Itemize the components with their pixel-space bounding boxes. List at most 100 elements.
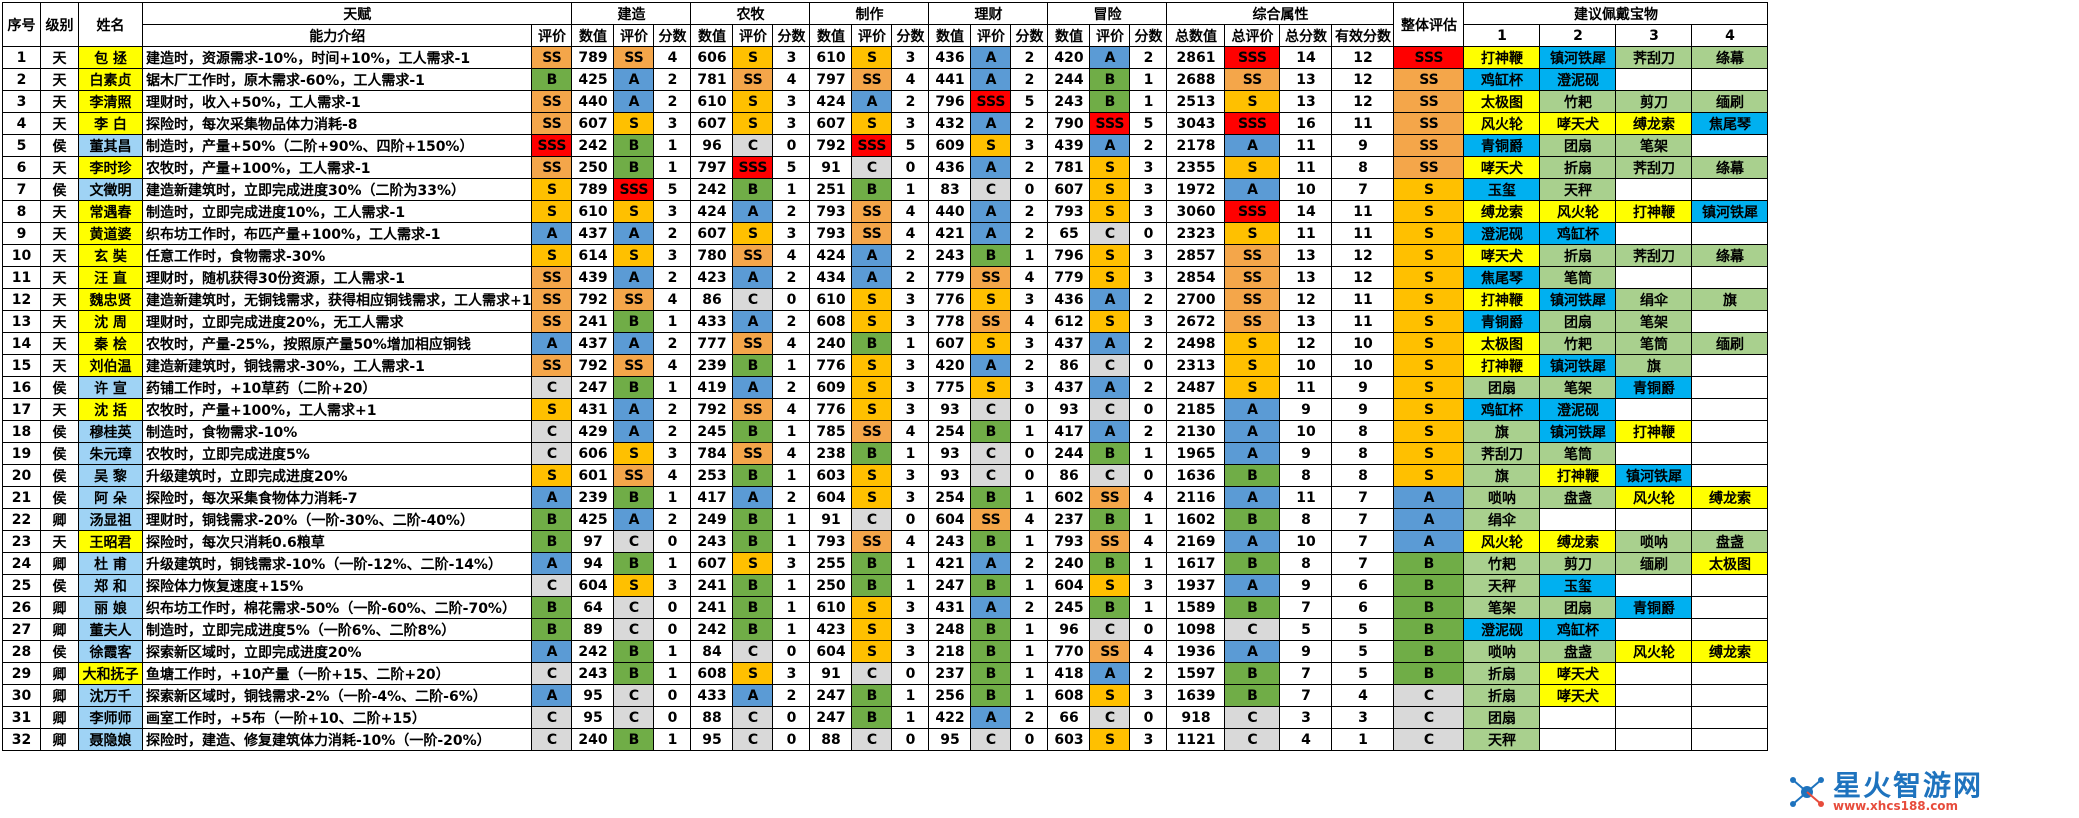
cell-overall: S xyxy=(1393,310,1465,333)
cell-effective-score: 5 xyxy=(1331,640,1395,663)
cell-make-rating: B xyxy=(851,552,893,575)
cell-total-rating: SS xyxy=(1224,68,1281,91)
cell-make-value: 424 xyxy=(809,90,853,113)
cell-build-score: 2 xyxy=(653,222,692,245)
cell-treasure-1: 旗 xyxy=(1463,464,1541,487)
cell-treasure-1: 青铜爵 xyxy=(1463,134,1541,157)
cell-finance-value: 441 xyxy=(928,68,972,91)
cell-effective-score: 8 xyxy=(1331,420,1395,443)
cell-farm-value: 606 xyxy=(690,46,734,69)
cell-total-value: 2116 xyxy=(1166,486,1226,509)
cell-adventure-value: 436 xyxy=(1047,288,1091,311)
cell-adventure-rating: S xyxy=(1089,200,1131,223)
cell-seq: 23 xyxy=(2,530,41,553)
cell-level: 卿 xyxy=(40,662,79,685)
cell-treasure-1: 焦尾琴 xyxy=(1463,266,1541,289)
cell-treasure-1: 鸡缸杯 xyxy=(1463,398,1541,421)
cell-treasure-4: 太极图 xyxy=(1691,552,1769,575)
cell-treasure-4 xyxy=(1691,354,1769,377)
cell-overall: A xyxy=(1393,508,1465,531)
cell-farm-score: 1 xyxy=(772,618,811,641)
cell-farm-rating: B xyxy=(732,420,774,443)
cell-make-score: 3 xyxy=(891,354,930,377)
cell-total-value: 1121 xyxy=(1166,728,1226,751)
cell-overall: S xyxy=(1393,420,1465,443)
cell-talent-rating: C xyxy=(531,420,573,443)
cell-build-score: 2 xyxy=(653,398,692,421)
cell-make-value: 88 xyxy=(809,728,853,751)
cell-build-value: 607 xyxy=(571,112,615,135)
cell-adventure-rating: B xyxy=(1089,442,1131,465)
cell-farm-value: 424 xyxy=(690,200,734,223)
cell-make-rating: B xyxy=(851,706,893,729)
cell-name: 常遇春 xyxy=(78,200,143,223)
cell-build-value: 243 xyxy=(571,662,615,685)
header-effective-score: 有效分数 xyxy=(1331,24,1395,47)
cell-treasure-1: 太极图 xyxy=(1463,332,1541,355)
cell-total-rating: B xyxy=(1224,596,1281,619)
cell-adventure-value: 86 xyxy=(1047,354,1091,377)
cell-adventure-rating: B xyxy=(1089,90,1131,113)
cell-make-value: 776 xyxy=(809,354,853,377)
cell-name: 郑 和 xyxy=(78,574,143,597)
cell-adventure-score: 0 xyxy=(1129,222,1168,245)
cell-finance-rating: C xyxy=(970,442,1012,465)
cell-build-value: 437 xyxy=(571,332,615,355)
cell-adventure-score: 2 xyxy=(1129,134,1168,157)
cell-farm-value: 95 xyxy=(690,728,734,751)
cell-adventure-rating: SS xyxy=(1089,530,1131,553)
cell-build-value: 429 xyxy=(571,420,615,443)
cell-adventure-value: 420 xyxy=(1047,46,1091,69)
cell-total-value: 1936 xyxy=(1166,640,1226,663)
cell-farm-score: 0 xyxy=(772,706,811,729)
cell-build-score: 3 xyxy=(653,200,692,223)
table-row: 22 卿汤显祖 理财时，铜钱需求-20%（一阶-30%、二阶-40%） B 425 A 2 2… xyxy=(2,508,1769,531)
cell-treasure-1: 团扇 xyxy=(1463,706,1541,729)
cell-total-score: 3 xyxy=(1279,706,1333,729)
header-make-rating: 评价 xyxy=(851,24,893,47)
cell-talent-rating: A xyxy=(531,684,573,707)
cell-treasure-2 xyxy=(1539,728,1617,751)
cell-build-value: 95 xyxy=(571,684,615,707)
cell-seq: 8 xyxy=(2,200,41,223)
cell-build-value: 242 xyxy=(571,640,615,663)
cell-total-value: 1098 xyxy=(1166,618,1226,641)
cell-level: 侯 xyxy=(40,376,79,399)
table-row: 2 天白素贞 锯木厂工作时，原木需求-60%，工人需求-1 B 425 A 2 781 SS 4 7… xyxy=(2,68,1769,91)
table-row: 31 卿李师师 画室工作时，+5布（一阶+10、二阶+15） C 95 C 0 88 C 0 247… xyxy=(2,706,1769,729)
cell-overall: A xyxy=(1393,530,1465,553)
cell-total-rating: B xyxy=(1224,662,1281,685)
cell-effective-score: 7 xyxy=(1331,508,1395,531)
cell-ability: 锯木厂工作时，原木需求-60%，工人需求-1 xyxy=(141,68,533,91)
cell-talent-rating: SS xyxy=(531,90,573,113)
cell-adventure-rating: SS xyxy=(1089,640,1131,663)
cell-level: 侯 xyxy=(40,574,79,597)
cell-adventure-score: 1 xyxy=(1129,508,1168,531)
cell-make-score: 4 xyxy=(891,68,930,91)
site-watermark: 星火智游网 www.xhcs188.com xyxy=(1783,770,2075,814)
cell-adventure-rating: S xyxy=(1089,684,1131,707)
cell-ability: 任意工作时，食物需求-30% xyxy=(141,244,533,267)
cell-treasure-3: 剪刀 xyxy=(1615,90,1693,113)
cell-farm-score: 3 xyxy=(772,222,811,245)
cell-overall: SS xyxy=(1393,112,1465,135)
cell-treasure-1: 折扇 xyxy=(1463,684,1541,707)
cell-treasure-2: 澄泥砚 xyxy=(1539,398,1617,421)
cell-build-score: 1 xyxy=(653,134,692,157)
cell-farm-rating: S xyxy=(732,90,774,113)
cell-farm-score: 2 xyxy=(772,310,811,333)
cell-treasure-4 xyxy=(1691,134,1769,157)
cell-farm-score: 2 xyxy=(772,200,811,223)
cell-finance-rating: SS xyxy=(970,266,1012,289)
cell-treasure-1: 天秤 xyxy=(1463,574,1541,597)
table-row: 21 侯阿 朵探险时，每次采集食物体力消耗-7 A 239 B 1 417 A 2 604 S 3 25… xyxy=(2,486,1769,509)
cell-adventure-value: 602 xyxy=(1047,486,1091,509)
cell-make-score: 0 xyxy=(891,508,930,531)
header-farm: 农牧 xyxy=(690,2,811,25)
cell-finance-score: 2 xyxy=(1010,354,1049,377)
cell-seq: 15 xyxy=(2,354,41,377)
cell-total-value: 1965 xyxy=(1166,442,1226,465)
table-row: 6 天李时珍 农牧时，产量+100%，工人需求-1 SS 250 B 1 797 SSS 5 91 C… xyxy=(2,156,1769,179)
cell-ability: 探索新区域时，铜钱需求-2%（一阶-4%、二阶-6%） xyxy=(141,684,533,707)
cell-effective-score: 7 xyxy=(1331,530,1395,553)
